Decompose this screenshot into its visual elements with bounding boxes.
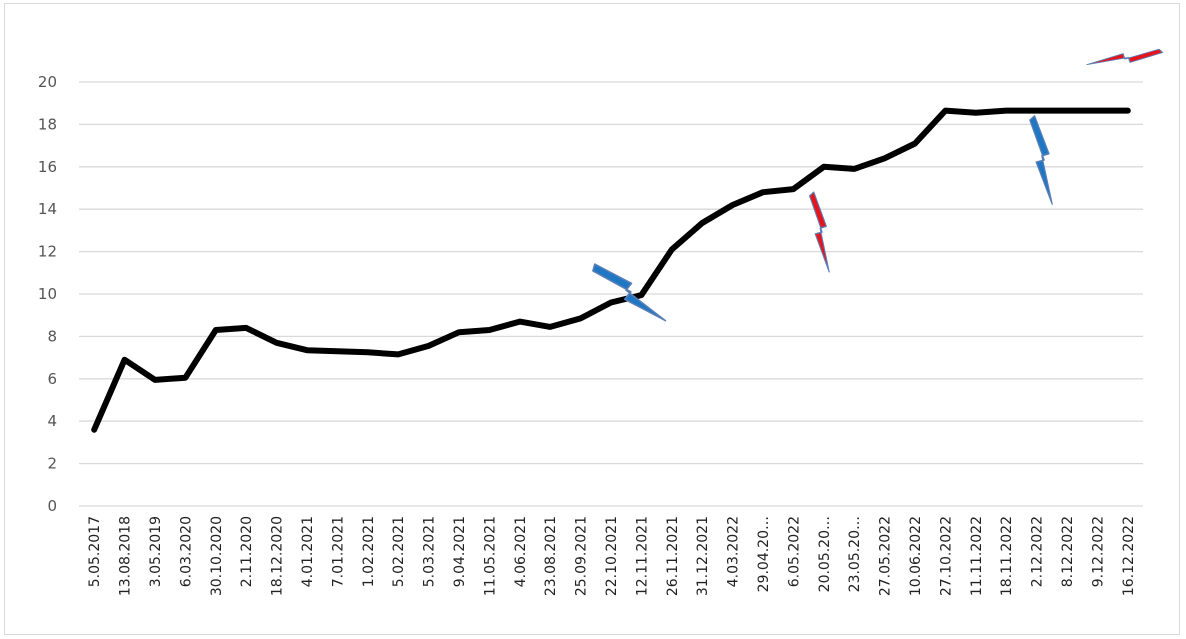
x-tick-label: 26.11.2021 bbox=[665, 516, 681, 596]
x-tick-label: 29.04.20… bbox=[756, 516, 772, 592]
x-tick-label: 23.08.2021 bbox=[543, 516, 559, 596]
annotation-markers bbox=[592, 48, 1164, 322]
y-axis-ticks: 0 2 4 6 8 10 12 14 16 18 20 bbox=[38, 73, 57, 515]
x-tick-label: 30.10.2020 bbox=[209, 516, 225, 596]
x-tick-label: 23.05.20… bbox=[847, 516, 863, 592]
x-tick-label: 22.10.2021 bbox=[604, 516, 620, 596]
gridlines bbox=[79, 81, 1143, 507]
x-tick-label: 5.03.2021 bbox=[422, 516, 438, 587]
x-tick-label: 13.08.2018 bbox=[118, 516, 134, 596]
x-tick-label: 4.06.2021 bbox=[513, 516, 529, 587]
x-tick-label: 31.12.2021 bbox=[695, 516, 711, 596]
x-axis-ticks: 5.05.2017 13.08.2018 3.05.2019 6.03.2020 30.… bbox=[87, 516, 1137, 596]
x-tick-label: 18.11.2022 bbox=[999, 516, 1015, 596]
x-tick-label: 2.11.2020 bbox=[239, 516, 255, 587]
y-tick-label: 4 bbox=[47, 412, 57, 430]
lightning-bolt-icon bbox=[592, 263, 667, 322]
x-tick-label: 25.09.2021 bbox=[574, 516, 590, 596]
x-tick-label: 12.11.2021 bbox=[634, 516, 650, 596]
x-tick-label: 3.05.2019 bbox=[148, 516, 164, 587]
lightning-bolt-icon bbox=[1029, 115, 1053, 205]
y-tick-label: 20 bbox=[38, 73, 57, 91]
x-tick-label: 4.03.2022 bbox=[726, 516, 742, 587]
y-tick-label: 6 bbox=[47, 370, 57, 388]
x-tick-label: 18.12.2020 bbox=[270, 516, 286, 596]
chart-frame bbox=[4, 3, 1180, 635]
y-tick-label: 14 bbox=[38, 200, 57, 218]
x-tick-label: 4.01.2021 bbox=[300, 516, 316, 587]
y-tick-label: 16 bbox=[38, 158, 57, 176]
y-tick-label: 18 bbox=[38, 115, 57, 133]
x-tick-label: 27.10.2022 bbox=[938, 516, 954, 596]
series-line bbox=[91, 107, 1131, 433]
y-tick-label: 0 bbox=[47, 497, 57, 515]
lightning-bolt-icon bbox=[1086, 48, 1164, 66]
x-tick-label: 9.04.2021 bbox=[452, 516, 468, 587]
x-tick-label: 11.11.2022 bbox=[969, 516, 985, 596]
lightning-bolt-icon bbox=[809, 191, 830, 273]
series-group bbox=[91, 107, 1131, 433]
y-tick-label: 2 bbox=[47, 455, 57, 473]
x-tick-label: 1.02.2021 bbox=[361, 516, 377, 587]
y-tick-label: 10 bbox=[38, 285, 57, 303]
y-tick-label: 12 bbox=[38, 243, 57, 261]
x-tick-label: 9.12.2022 bbox=[1090, 516, 1106, 587]
x-tick-label: 27.05.2022 bbox=[878, 516, 894, 596]
y-tick-label: 8 bbox=[47, 327, 57, 345]
x-tick-label: 10.06.2022 bbox=[908, 516, 924, 596]
x-tick-label: 8.12.2022 bbox=[1060, 516, 1076, 587]
x-tick-label: 16.12.2022 bbox=[1121, 516, 1137, 596]
x-tick-label: 20.05.20… bbox=[817, 516, 833, 592]
x-tick-label: 6.03.2020 bbox=[178, 516, 194, 587]
x-tick-label: 2.12.2022 bbox=[1030, 516, 1046, 587]
x-tick-label: 11.05.2021 bbox=[482, 516, 498, 596]
x-tick-label: 7.01.2021 bbox=[330, 516, 346, 587]
x-tick-label: 5.02.2021 bbox=[391, 516, 407, 587]
x-tick-label: 5.05.2017 bbox=[87, 516, 103, 587]
x-tick-label: 6.05.2022 bbox=[786, 516, 802, 587]
